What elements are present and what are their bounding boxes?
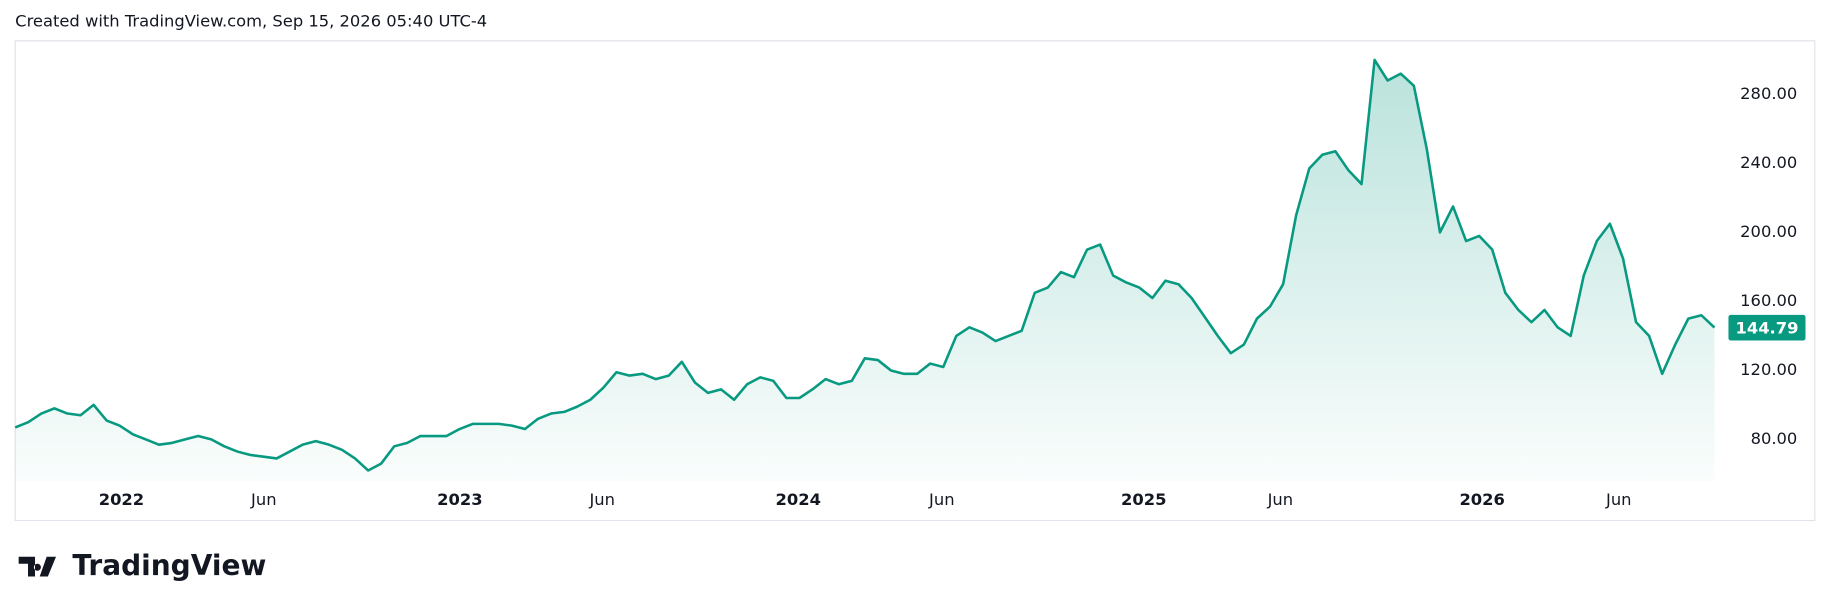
x-tick-label: 2023 [437,490,482,509]
x-tick-label: Jun [588,490,615,509]
header-text: Created with TradingView.com, Sep 15, 20… [15,12,487,31]
x-tick-label: 2022 [99,490,144,509]
y-tick-label: 240.00 [1740,153,1797,172]
x-tick-label: 2025 [1121,490,1166,509]
area-fill [15,59,1715,481]
x-tick-label: Jun [928,490,955,509]
x-tick-label: Jun [1605,490,1632,509]
x-tick-label: 2026 [1459,490,1504,509]
y-tick-label: 160.00 [1740,291,1797,310]
x-tick-label: Jun [1267,490,1294,509]
last-price-label: 144.79 [1735,318,1798,337]
x-tick-label: Jun [250,490,277,509]
y-tick-label: 120.00 [1740,360,1797,379]
y-tick-label: 80.00 [1751,429,1798,448]
logo-icon [18,556,57,577]
y-tick-label: 200.00 [1740,222,1797,241]
y-tick-label: 280.00 [1740,84,1797,103]
logo-text: TradingView [72,549,266,582]
price-line [14,58,1716,472]
logo: TradingView [18,549,266,582]
last-price-badge [1728,314,1806,341]
chart-frame [14,40,1816,522]
x-tick-label: 2024 [776,490,821,509]
